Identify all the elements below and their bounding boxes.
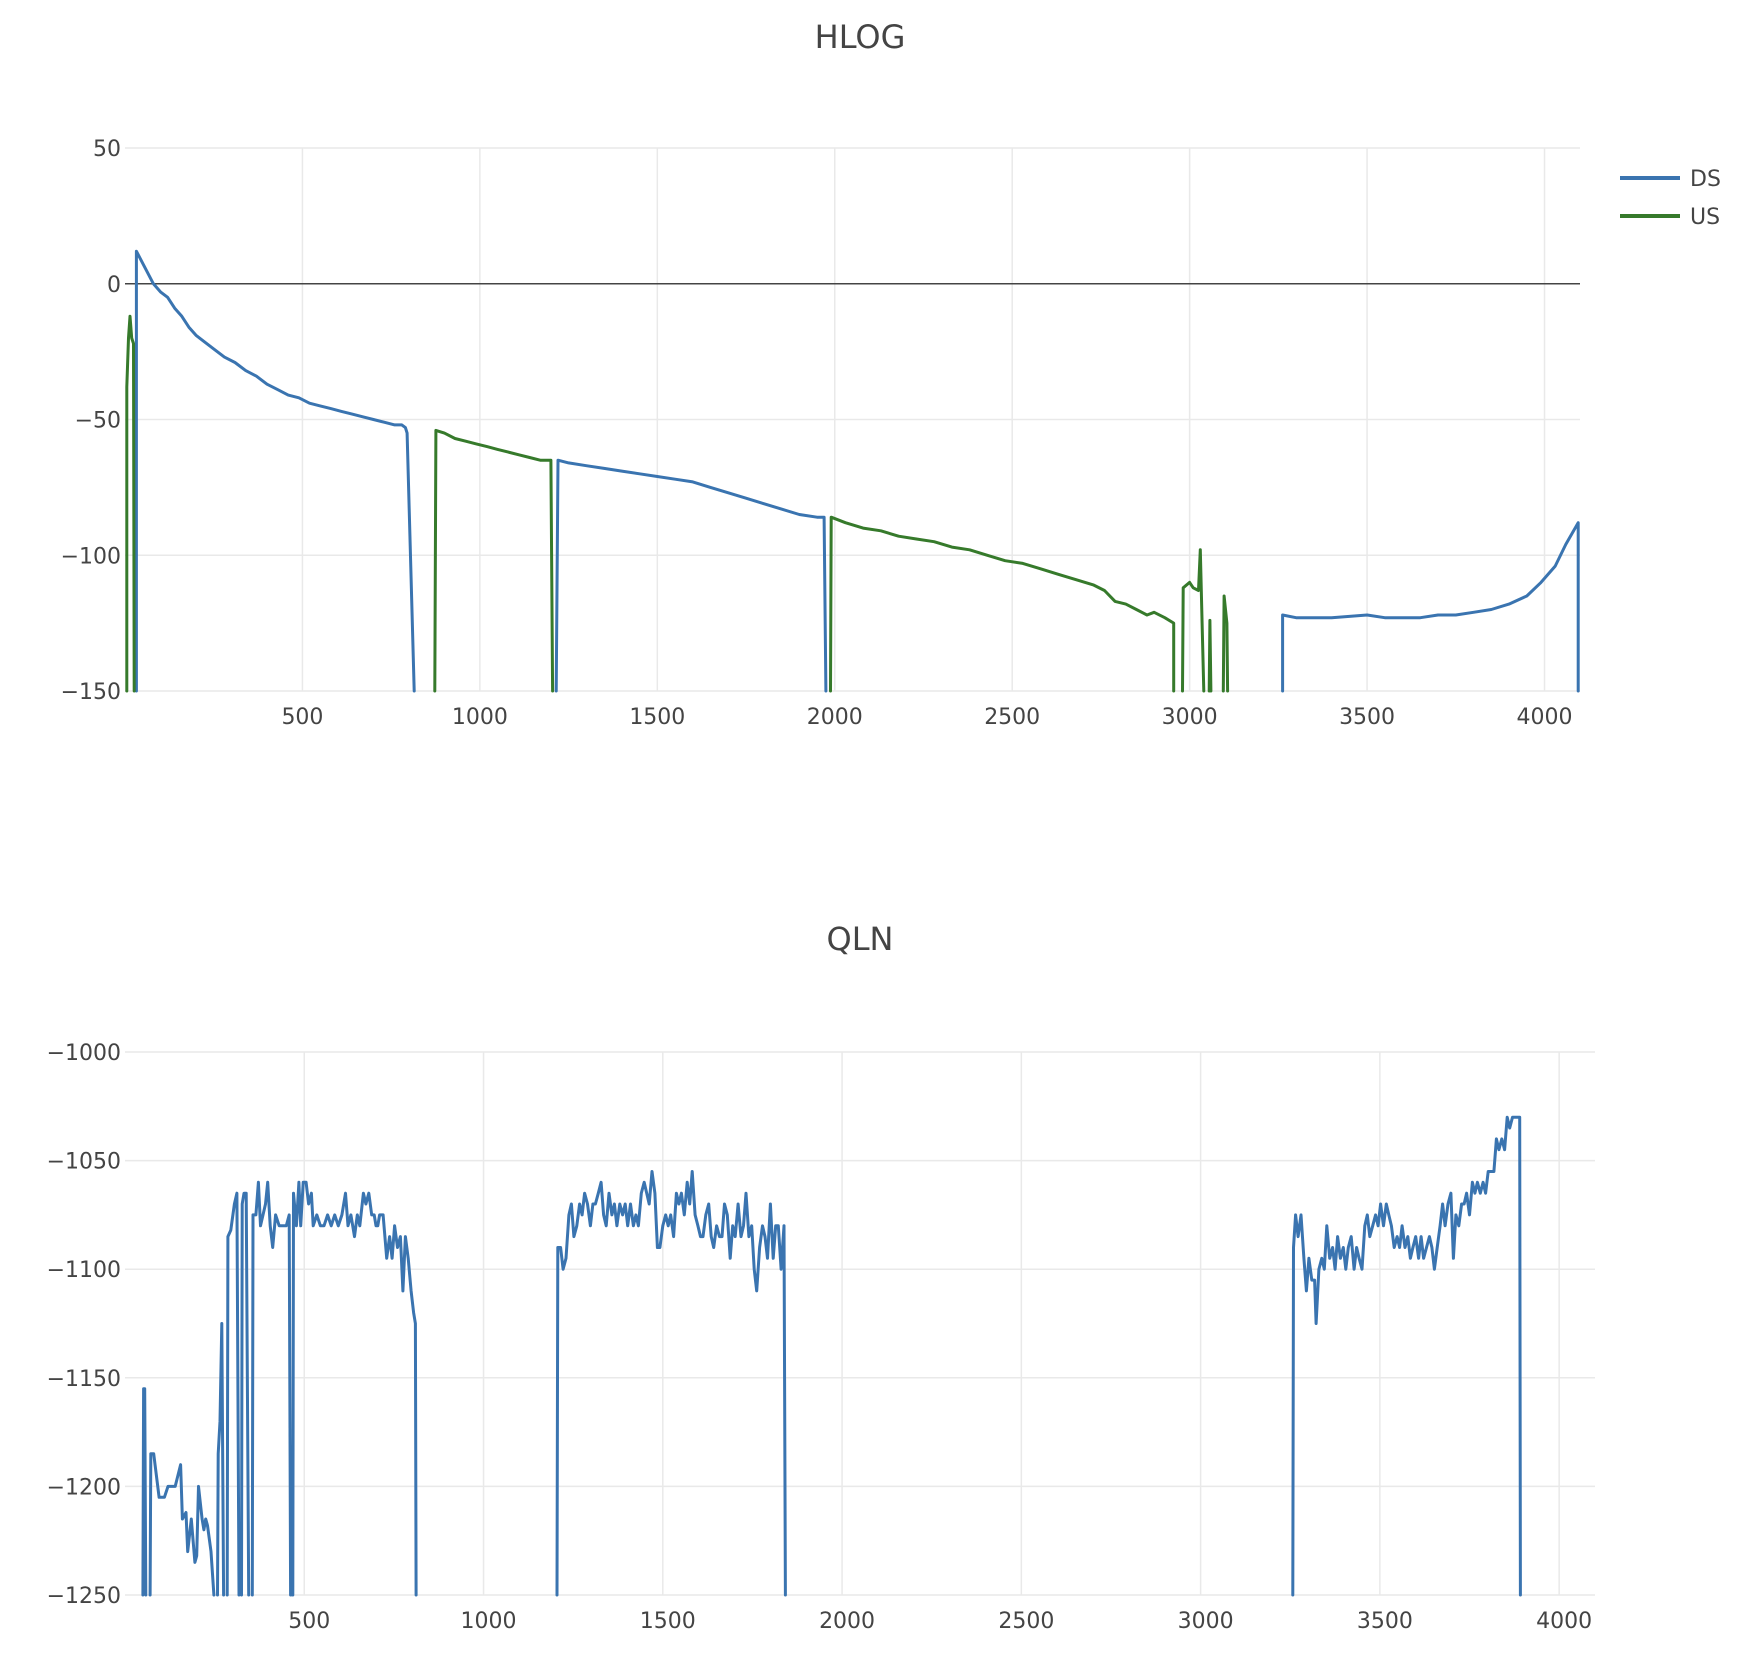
- hlog-y-tick-label: −150: [61, 680, 121, 705]
- qln-x-tick-label: 4000: [1536, 1609, 1592, 1634]
- qln-y-tick-label: −1100: [47, 1258, 121, 1283]
- qln-y-tick-label: −1050: [47, 1150, 121, 1175]
- hlog-y-tick-label: −100: [61, 544, 121, 569]
- qln-x-tick-label: 3000: [1178, 1609, 1234, 1634]
- hlog-x-tick-label: 4000: [1517, 705, 1573, 730]
- qln-x-tick-label: 2500: [998, 1609, 1054, 1634]
- qln-x-tick-label: 3500: [1357, 1609, 1413, 1634]
- hlog-x-tick-label: 3500: [1339, 705, 1395, 730]
- hlog-us-series-line: [125, 314, 1230, 693]
- hlog-y-tick-label: 50: [93, 137, 121, 162]
- qln-y-tick-label: −1200: [47, 1475, 121, 1500]
- qln-series-series-line: [141, 1115, 1522, 1597]
- hlog-x-tick-label: 2500: [984, 705, 1040, 730]
- hlog-legend[interactable]: DS US: [1620, 167, 1721, 230]
- hlog-chart-title: HLOG: [815, 18, 906, 56]
- hlog-x-tick-label: 1000: [452, 705, 508, 730]
- hlog-x-tick-label: 2000: [807, 705, 863, 730]
- legend-label-ds: DS: [1690, 167, 1721, 192]
- hlog-y-tick-label: −50: [75, 409, 121, 434]
- legend-label-us: US: [1690, 205, 1720, 230]
- qln-x-tick-label: 2000: [819, 1609, 875, 1634]
- hlog-ds-series-line: [134, 249, 1580, 693]
- qln-plot-area: 500 1000 1500 2000 2500 3000 3500 4000 −1000 −105…: [47, 1041, 1595, 1634]
- hlog-x-tick-label: 3000: [1162, 705, 1218, 730]
- hlog-x-tick-label: 500: [281, 705, 323, 730]
- qln-chart-title: QLN: [827, 920, 894, 958]
- qln-y-tick-label: −1000: [47, 1041, 121, 1066]
- hlog-x-tick-label: 1500: [629, 705, 685, 730]
- hlog-plot-area: 500 1000 1500 2000 2500 3000 3500 4000500−50−10…: [61, 137, 1580, 730]
- qln-x-tick-label: 500: [288, 1609, 330, 1634]
- legend-item-us[interactable]: US: [1620, 205, 1720, 230]
- qln-x-tick-label: 1500: [640, 1609, 696, 1634]
- hlog-y-tick-label: 0: [107, 273, 121, 298]
- qln-y-tick-label: −1250: [47, 1584, 121, 1609]
- legend-item-ds[interactable]: DS: [1620, 167, 1721, 192]
- qln-y-tick-label: −1150: [47, 1367, 121, 1392]
- qln-x-tick-label: 1000: [461, 1609, 517, 1634]
